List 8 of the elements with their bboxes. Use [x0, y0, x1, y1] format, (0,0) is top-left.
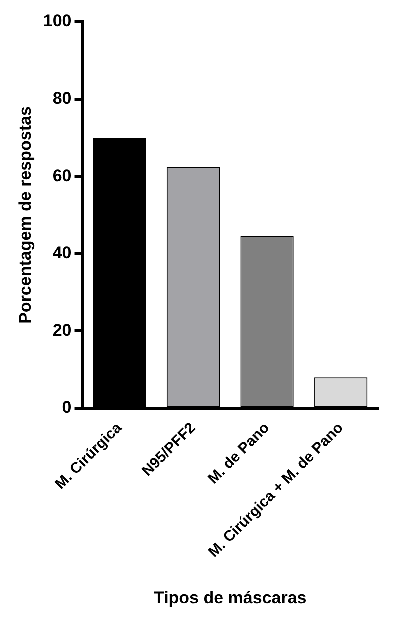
- y-axis-title: Porcentagem de respostas: [16, 106, 35, 324]
- y-tick-label: 80: [52, 88, 72, 108]
- y-tick-label: 60: [52, 166, 72, 186]
- y-tick-label: 0: [62, 398, 72, 418]
- y-tick-label: 100: [43, 12, 72, 31]
- y-tick-label: 20: [52, 320, 72, 340]
- y-tick-label: 40: [52, 244, 72, 263]
- x-axis-title: Tipos de máscaras: [154, 588, 307, 608]
